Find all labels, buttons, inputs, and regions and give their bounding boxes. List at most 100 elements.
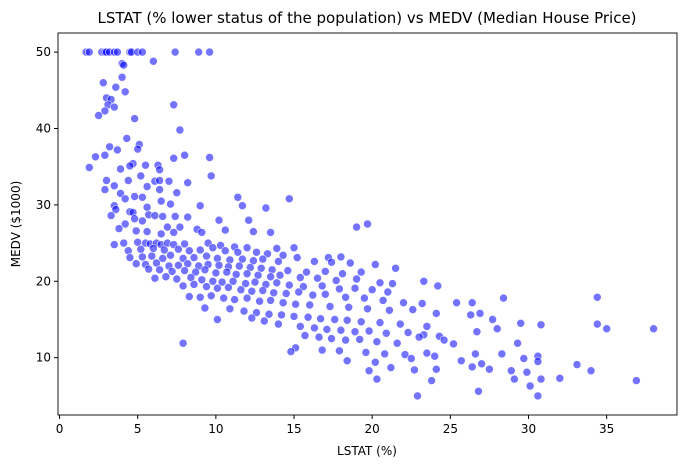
- data-point: [225, 255, 235, 265]
- y-tick-label: 30: [36, 198, 51, 212]
- data-point: [100, 150, 110, 160]
- data-point: [361, 348, 371, 357]
- data-point: [85, 163, 94, 172]
- data-point: [355, 335, 365, 344]
- data-point: [164, 176, 174, 186]
- data-point: [178, 281, 188, 291]
- data-point: [277, 310, 286, 320]
- data-point: [363, 219, 372, 229]
- data-point: [125, 253, 135, 262]
- data-point: [100, 185, 110, 194]
- data-point: [111, 82, 121, 92]
- y-tick-label: 20: [36, 274, 51, 288]
- data-point: [233, 193, 243, 202]
- data-point: [142, 202, 152, 212]
- data-point: [386, 363, 396, 372]
- x-tick-label: 30: [521, 422, 536, 436]
- data-point: [375, 318, 385, 327]
- data-point: [138, 252, 147, 262]
- data-point: [325, 302, 335, 311]
- data-point: [261, 203, 271, 213]
- data-point: [313, 273, 322, 283]
- data-point: [258, 254, 268, 264]
- data-point: [295, 273, 305, 282]
- data-point: [113, 145, 122, 155]
- data-point: [174, 244, 183, 254]
- x-tick-label: 25: [443, 422, 458, 436]
- data-point: [175, 222, 185, 232]
- data-point: [202, 282, 211, 291]
- data-point: [372, 374, 382, 384]
- data-point: [178, 338, 188, 348]
- data-point: [138, 47, 147, 57]
- data-point: [592, 319, 602, 329]
- data-point: [230, 295, 239, 304]
- data-point: [213, 315, 222, 324]
- data-point: [247, 286, 257, 296]
- data-point: [172, 188, 182, 197]
- data-point: [422, 322, 432, 331]
- data-point: [133, 144, 142, 154]
- data-point: [169, 100, 178, 110]
- data-point: [156, 196, 166, 206]
- data-point: [266, 296, 275, 305]
- x-tick-label: 10: [208, 422, 223, 436]
- data-point: [352, 222, 361, 232]
- data-point: [475, 309, 485, 318]
- data-point: [536, 374, 546, 384]
- data-point: [536, 320, 546, 330]
- data-point: [283, 266, 293, 275]
- data-point: [214, 215, 224, 225]
- data-point: [100, 106, 110, 116]
- data-point: [400, 350, 410, 359]
- y-tick-label: 50: [36, 45, 51, 59]
- data-point: [149, 56, 158, 66]
- y-tick-label: 40: [36, 122, 51, 136]
- data-point: [342, 356, 352, 366]
- data-point: [272, 278, 282, 288]
- data-point: [130, 192, 139, 201]
- data-point: [155, 185, 164, 194]
- data-point: [399, 298, 408, 308]
- data-point: [221, 225, 230, 235]
- data-point: [375, 278, 385, 288]
- data-point: [158, 254, 167, 263]
- data-point: [522, 367, 532, 377]
- data-point: [422, 348, 432, 358]
- data-point: [417, 299, 427, 308]
- data-point: [155, 165, 164, 175]
- data-point: [395, 319, 405, 329]
- data-point: [191, 267, 200, 277]
- data-point: [284, 194, 294, 204]
- data-point: [456, 356, 466, 366]
- x-tick-label: 0: [56, 422, 64, 436]
- data-point: [238, 201, 247, 210]
- data-point: [208, 243, 218, 252]
- data-point: [356, 317, 366, 327]
- data-point: [206, 291, 216, 301]
- data-point: [289, 312, 299, 321]
- data-point: [205, 153, 214, 162]
- data-point: [183, 212, 192, 222]
- data-point: [136, 171, 146, 181]
- data-point: [264, 309, 274, 319]
- data-point: [419, 276, 429, 286]
- data-point: [344, 302, 354, 312]
- data-point: [335, 346, 344, 356]
- data-point: [259, 316, 269, 326]
- x-axis-label: LSTAT (%): [337, 444, 397, 458]
- data-point: [492, 324, 502, 334]
- data-point: [327, 257, 336, 267]
- data-point: [391, 263, 400, 273]
- data-point: [477, 359, 486, 369]
- x-tick-label: 35: [599, 422, 614, 436]
- data-point: [266, 272, 275, 282]
- data-point: [533, 357, 543, 366]
- data-point: [317, 281, 327, 291]
- data-points: [81, 47, 658, 401]
- data-point: [169, 228, 178, 237]
- data-point: [149, 244, 158, 253]
- data-point: [330, 315, 340, 324]
- data-point: [284, 280, 294, 290]
